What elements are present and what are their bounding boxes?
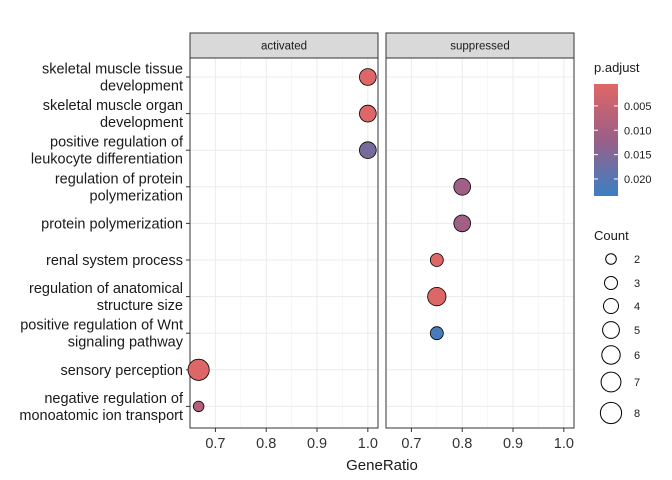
data-point	[359, 68, 377, 86]
y-category-label: renal system process	[46, 253, 183, 269]
y-category-label: regulation of anatomical structure size	[29, 281, 183, 314]
size-legend-title: Count	[594, 228, 629, 243]
x-tick-label: 1.0	[554, 436, 574, 452]
size-legend-key	[605, 253, 617, 265]
data-point	[453, 178, 472, 196]
data-point	[429, 326, 444, 341]
size-legend-label: 6	[634, 350, 640, 362]
panel-border-1	[385, 57, 575, 429]
data-point	[359, 104, 377, 123]
x-tick-label: 0.8	[256, 436, 276, 452]
size-legend-label: 5	[634, 325, 640, 337]
panel-background-0	[190, 58, 378, 428]
y-category-label-line: sensory perception	[60, 363, 183, 379]
x-tick-label: 0.9	[307, 436, 327, 452]
size-legend-label: 3	[634, 278, 640, 290]
size-legend-key	[602, 297, 620, 315]
x-tick-label: 1.0	[358, 436, 378, 452]
y-category-label-line: leukocyte differentiation	[31, 152, 183, 168]
y-category-label-line: positive regulation of Wnt	[20, 318, 183, 334]
y-category-label-line: protein polymerization	[41, 216, 183, 232]
y-category-label-line: negative regulation of	[44, 391, 184, 407]
y-category-label-line: development	[100, 79, 183, 95]
color-legend-label: 0.015	[624, 150, 652, 162]
color-legend-title: p.adjust	[594, 60, 640, 75]
data-point	[359, 141, 377, 159]
y-category-label: negative regulation of monoatomic ion tra…	[19, 391, 184, 424]
color-legend-label: 0.020	[624, 174, 652, 186]
facet-label-1: suppressed	[450, 41, 509, 53]
y-category-label-line: positive regulation of	[50, 135, 184, 151]
data-point	[192, 400, 205, 413]
y-category-label: sensory perception	[60, 363, 183, 379]
facet-strip-0	[189, 32, 379, 59]
x-tick-label: 0.8	[452, 436, 472, 452]
x-axis-title: GeneRatio	[346, 457, 418, 474]
y-category-label-line: monoatomic ion transport	[19, 408, 183, 424]
size-legend-label: 2	[634, 254, 640, 266]
y-category-label-line: renal system process	[46, 253, 183, 269]
data-point	[453, 214, 472, 233]
y-category-label: protein polymerization	[41, 216, 183, 232]
y-category-label: positive regulation of Wnt signaling path…	[20, 318, 184, 351]
size-legend-key	[604, 276, 618, 290]
y-category-label-line: regulation of protein	[55, 171, 183, 187]
y-category-label: skeletal muscle tissue development	[42, 62, 183, 95]
y-category-label-line: structure size	[97, 298, 183, 314]
facet-strip-1	[385, 32, 575, 59]
color-legend-label: 0.005	[624, 101, 652, 113]
size-legend-label: 7	[634, 377, 640, 389]
data-point	[429, 253, 444, 267]
y-category-label-line: development	[100, 115, 183, 131]
y-category-label: positive regulation of leukocyte differen…	[31, 135, 184, 168]
y-category-label-line: skeletal muscle organ	[43, 98, 183, 114]
y-category-label: skeletal muscle organ development	[43, 98, 183, 131]
size-legend-key	[602, 321, 620, 339]
y-category-label-line: skeletal muscle tissue	[42, 62, 183, 78]
color-legend-label: 0.010	[624, 125, 652, 137]
size-legend-label: 4	[634, 301, 640, 313]
y-category-label-line: regulation of anatomical	[29, 281, 183, 297]
panel-border-0	[189, 57, 379, 429]
panel-background-1	[386, 58, 574, 428]
data-point	[187, 358, 210, 381]
x-tick-label: 0.9	[503, 436, 523, 452]
y-category-label-line: signaling pathway	[68, 335, 184, 351]
x-tick-label: 0.7	[205, 436, 225, 452]
x-tick-label: 0.7	[401, 436, 421, 452]
color-legend-bar	[594, 84, 618, 196]
y-category-label: regulation of protein polymerization	[55, 171, 183, 204]
facet-label-0: activated	[261, 41, 307, 53]
data-point	[427, 287, 447, 307]
size-legend-key	[599, 401, 623, 425]
size-legend-label: 8	[634, 408, 640, 420]
y-category-label-line: polymerization	[90, 188, 184, 204]
size-legend-key	[601, 345, 621, 365]
size-legend-key	[600, 371, 622, 393]
